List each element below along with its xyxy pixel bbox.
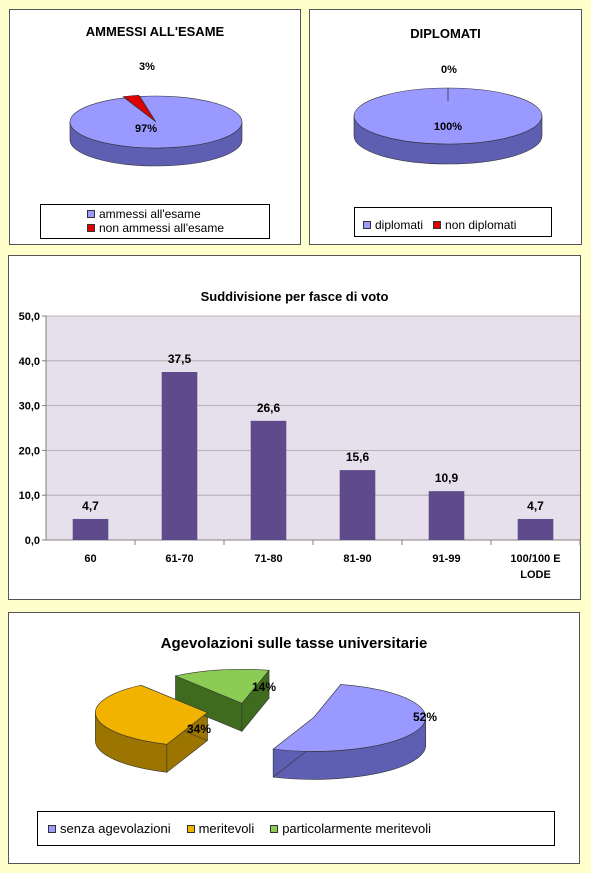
pie-group	[69, 94, 243, 167]
chart-title: DIPLOMATI	[410, 26, 481, 41]
bar-value-label: 4,7	[527, 499, 544, 513]
y-tick-label: 30,0	[19, 401, 40, 413]
pie-chart-agevolazioni: 52% 34% 14%	[95, 668, 437, 780]
chart-legend: diplomati non diplomati	[354, 207, 552, 237]
chart-title: AMMESSI ALL'ESAME	[85, 24, 225, 39]
legend-item: meritevoli	[186, 821, 255, 836]
pie-group	[353, 87, 543, 165]
chart-panel-diplomati: DIPLOMATI 0% 100% diplomati non diplomati	[309, 9, 582, 245]
chart-legend: senza agevolazioni meritevoli particolar…	[37, 811, 555, 846]
x-tick-label: 91-99	[432, 553, 460, 565]
legend-label: non diplomati	[445, 218, 517, 232]
chart-title: Agevolazioni sulle tasse universitarie	[160, 635, 428, 652]
legend-label: meritevoli	[198, 821, 255, 836]
legend-swatch	[87, 224, 95, 232]
chart-panel-agevolazioni: Agevolazioni sulle tasse universitarie 5…	[8, 612, 580, 864]
pie-slice	[69, 95, 243, 149]
x-tick-label: 81-90	[343, 553, 371, 565]
plot-area	[46, 316, 580, 540]
x-tick-label: 60	[84, 553, 96, 565]
bar	[517, 518, 554, 540]
legend-swatch	[186, 824, 195, 833]
data-label: 97%	[135, 123, 157, 135]
data-label: 52%	[413, 710, 437, 724]
legend-swatch	[87, 210, 95, 218]
bar-value-label: 26,6	[257, 401, 281, 415]
chart-legend: ammessi all'esame non ammessi all'esame	[40, 204, 270, 239]
y-tick-label: 10,0	[19, 490, 40, 502]
legend-item: non ammessi all'esame	[87, 221, 269, 235]
data-label: 100%	[434, 121, 462, 133]
x-tick-label: 61-70	[165, 553, 193, 565]
legend-item: non diplomati	[433, 214, 516, 236]
y-tick-label: 40,0	[19, 356, 40, 368]
y-tick-label: 0,0	[25, 535, 40, 547]
x-tick-label: 71-80	[254, 553, 282, 565]
pie-group	[95, 668, 427, 780]
data-label: 14%	[252, 680, 276, 694]
legend-swatch	[363, 221, 371, 229]
legend-swatch	[270, 824, 279, 833]
chart-panel-fasce-voto: Suddivisione per fasce di voto 0,0 10,0 20…	[8, 255, 581, 600]
bar-value-label: 10,9	[435, 471, 459, 485]
legend-label: senza agevolazioni	[60, 821, 171, 836]
pie-slice	[353, 87, 543, 145]
chart-title: Suddivisione per fasce di voto	[200, 289, 389, 304]
legend-item: particolarmente meritevoli	[270, 821, 431, 836]
bar	[428, 491, 465, 540]
bar-value-label: 4,7	[82, 499, 99, 513]
legend-label: ammessi all'esame	[99, 207, 201, 221]
y-tick-label: 20,0	[19, 445, 40, 457]
y-tick-label: 50,0	[19, 311, 40, 323]
legend-label: particolarmente meritevoli	[282, 821, 432, 836]
x-tick-label: LODE	[520, 569, 551, 581]
legend-item: senza agevolazioni	[48, 821, 171, 836]
chart-panel-ammessi: AMMESSI ALL'ESAME 97% 3% ammessi all'esam…	[9, 9, 301, 245]
bar-chart-fasce-voto: 0,0 10,0 20,0 30,0 40,0 50,0 4,7 60 37,5 61-70 26,…	[19, 311, 581, 581]
bar	[161, 372, 198, 540]
x-tick-label: 100/100 E	[510, 553, 560, 565]
data-label: 34%	[187, 722, 211, 736]
legend-swatch	[433, 221, 442, 229]
legend-label: non ammessi all'esame	[99, 221, 225, 235]
pie-slice	[272, 684, 427, 752]
pie-slice	[174, 668, 270, 704]
pie-slice	[122, 94, 156, 122]
data-label: 0%	[441, 64, 457, 76]
legend-swatch	[48, 824, 56, 833]
bar-value-label: 37,5	[168, 352, 192, 366]
bar	[250, 420, 287, 540]
bar-value-label: 15,6	[346, 450, 370, 464]
bar	[72, 518, 109, 540]
pie-chart-ammessi: 97% 3%	[69, 61, 243, 167]
legend-item: ammessi all'esame	[87, 207, 269, 221]
legend-label: diplomati	[375, 218, 424, 232]
pie-chart-diplomati: 0% 100%	[353, 64, 543, 165]
bar	[339, 470, 376, 540]
pie-slice	[95, 684, 208, 745]
legend-item: diplomati	[363, 214, 423, 236]
data-label: 3%	[139, 61, 155, 73]
